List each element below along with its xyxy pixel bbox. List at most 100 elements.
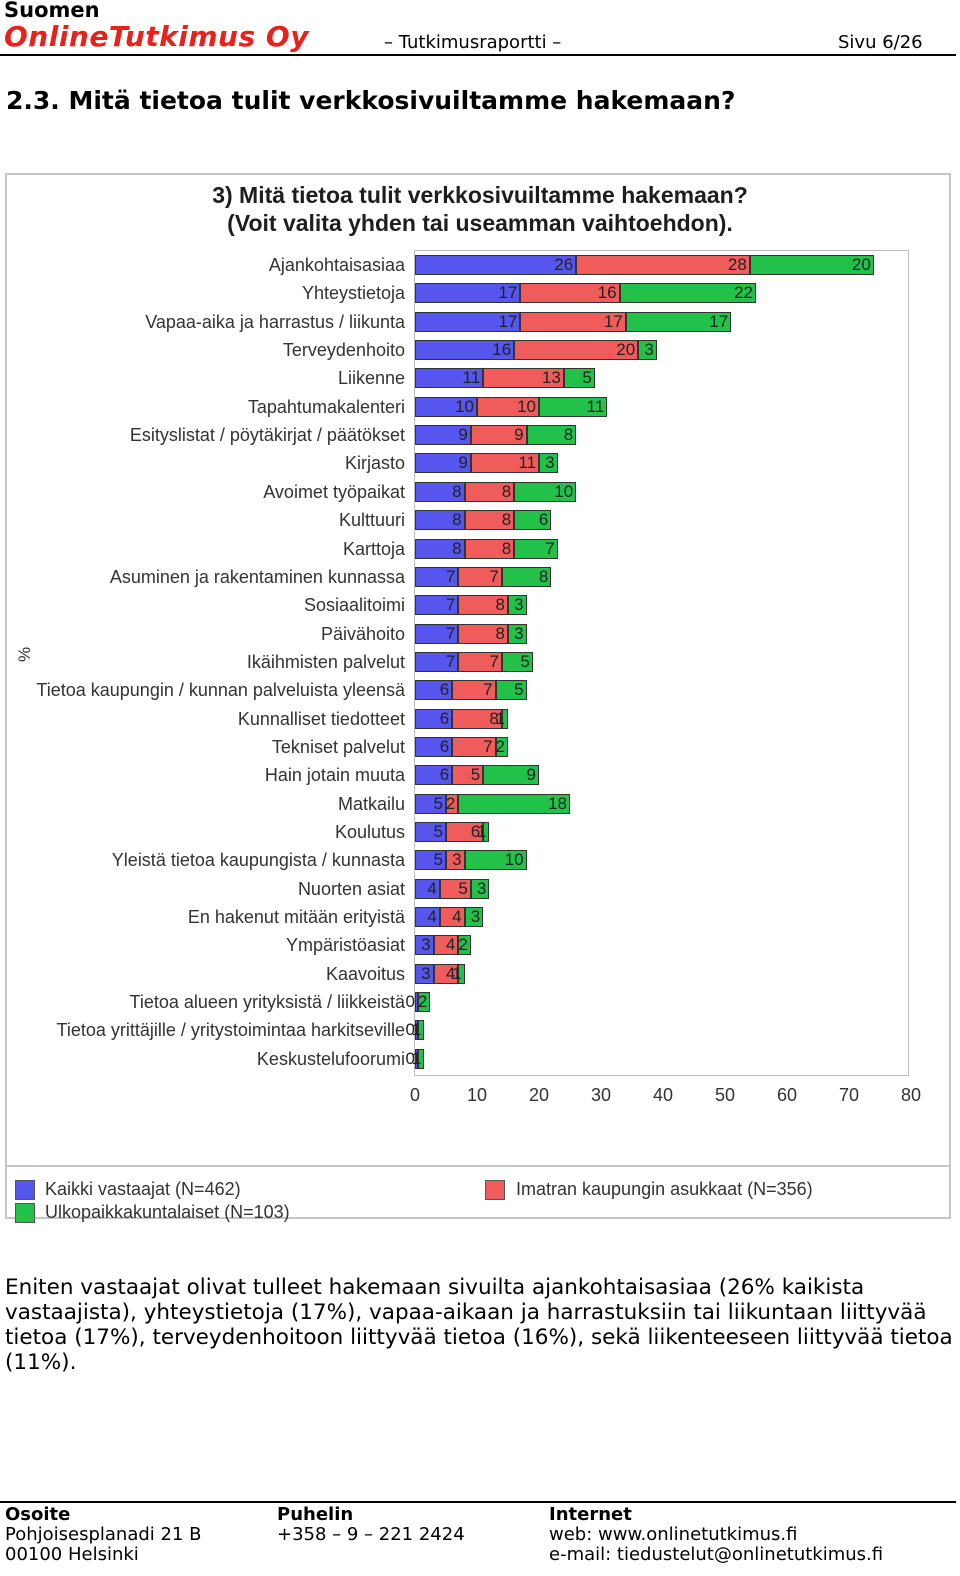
bar-imatra — [464, 538, 515, 559]
bar-imatra — [458, 623, 508, 644]
bar-other — [501, 566, 552, 587]
bar-all — [415, 566, 459, 587]
bar-all — [415, 595, 459, 616]
bar-all — [415, 963, 434, 984]
bar-imatra — [458, 566, 502, 587]
bar-all — [415, 935, 434, 956]
bar-value-label: 5 — [470, 765, 481, 785]
bar-value-label: 2 — [458, 935, 468, 955]
summary-paragraph: Eniten vastaajat olivat tulleet hakemaan… — [5, 1275, 953, 1375]
bar-value-label: 2 — [417, 992, 428, 1012]
bar-other — [508, 623, 527, 644]
bar-value-label: 1 — [411, 1048, 422, 1068]
bar-imatra — [464, 481, 515, 502]
bar-other — [619, 283, 756, 304]
bar-all — [415, 481, 465, 502]
bar-value-label: 2 — [445, 793, 456, 813]
category-label: Avoimet työpaikat — [263, 481, 405, 502]
bar-all — [415, 680, 453, 701]
footer-address-city: 00100 Helsinki — [5, 1544, 139, 1565]
bar-imatra — [470, 453, 539, 474]
bar-other — [495, 736, 508, 757]
category-label: Tietoa alueen yrityksistä / liikkeistä — [129, 992, 405, 1013]
footer-internet: Internet web: www.onlinetutkimus.fi e-ma… — [549, 1505, 883, 1565]
chart-figure: 3) Mitä tietoa tulit verkkosivuiltamme h… — [5, 173, 951, 1223]
bar-value-label: 7 — [545, 538, 555, 558]
bar-value-label: 7 — [445, 623, 456, 643]
plot-area — [414, 250, 909, 1076]
bar-all — [415, 255, 577, 275]
legend-swatch-imatra — [485, 1180, 505, 1200]
y-axis-unit-label: % — [15, 646, 34, 662]
category-label: Kaavoitus — [325, 963, 405, 984]
bar-value-label: 10 — [554, 481, 574, 501]
category-label: Kirjasto — [344, 453, 405, 474]
bar-other — [508, 595, 527, 616]
bar-imatra — [452, 736, 496, 757]
bar-value-label: 7 — [445, 595, 456, 615]
chart-legend: Kaikki vastaajat (N=462) Imatran kaupung… — [7, 1165, 949, 1223]
footer-web-link[interactable]: web: www.onlinetutkimus.fi — [549, 1524, 798, 1545]
bar-other — [418, 1020, 425, 1041]
bar-all — [415, 793, 446, 814]
bar-value-label: 4 — [445, 935, 456, 955]
bar-value-label: 10 — [455, 396, 474, 416]
bar-all — [415, 453, 471, 474]
category-label: Matkailu — [337, 793, 405, 814]
bar-value-label: 3 — [644, 340, 654, 360]
bar-value-label: 8 — [563, 425, 574, 445]
bar-other — [470, 878, 490, 899]
bar-value-label: 3 — [514, 623, 524, 643]
bar-other — [514, 510, 552, 531]
footer-email-link[interactable]: e-mail: tiedustelut@onlinetutkimus.fi — [549, 1544, 884, 1565]
category-label: En hakenut mitään erityistä — [187, 907, 405, 928]
bar-other — [563, 368, 595, 389]
bar-value-label: 8 — [501, 538, 512, 558]
bar-all — [415, 708, 453, 729]
bar-value-label: 18 — [548, 793, 567, 813]
category-label: Ympäristöasiat — [285, 935, 405, 956]
bar-value-label: 4 — [445, 963, 456, 983]
bar-value-label: 22 — [734, 283, 753, 303]
bar-other — [418, 992, 431, 1013]
category-label: Sosiaalitoimi — [303, 595, 405, 616]
bar-imatra — [464, 510, 515, 531]
bar-all — [415, 651, 459, 672]
category-label: Tapahtumakalenteri — [247, 396, 405, 417]
x-tick-label: 40 — [652, 1085, 674, 1105]
category-label: Tietoa yrittäjille / yritystoimintaa har… — [56, 1020, 405, 1041]
bar-other — [638, 340, 657, 361]
bar-other — [625, 311, 732, 332]
bar-other — [458, 793, 570, 814]
bar-imatra — [520, 283, 620, 304]
bar-imatra — [433, 963, 459, 984]
bar-imatra — [470, 425, 527, 446]
bar-all — [415, 538, 465, 559]
bar-imatra — [477, 396, 539, 417]
bar-other — [526, 425, 577, 446]
category-label: Liikenne — [337, 368, 405, 389]
report-label: – Tutkimusraportti – — [384, 32, 562, 53]
bar-value-label: 8 — [495, 623, 505, 643]
bar-value-label: 6 — [439, 708, 450, 728]
bar-value-label: 1 — [411, 1020, 422, 1040]
bar-all — [415, 736, 453, 757]
bar-value-label: 7 — [445, 651, 456, 671]
bar-all — [415, 878, 440, 899]
category-label: Hain jotain muuta — [264, 765, 405, 786]
bar-value-label: 20 — [616, 340, 636, 360]
bar-imatra — [452, 680, 496, 701]
category-label: Tekniset palvelut — [271, 736, 405, 757]
bar-other — [483, 822, 490, 842]
category-label: Yhteystietoja — [301, 283, 405, 304]
category-label: Keskustelufoorumi — [256, 1048, 405, 1069]
footer-phone: Puhelin +358 – 9 – 221 2424 — [277, 1505, 465, 1545]
bar-imatra — [514, 340, 639, 361]
bar-other — [464, 850, 527, 871]
bar-value-label: 20 — [851, 255, 871, 274]
category-label: Ikäihmisten palvelut — [246, 651, 405, 672]
bar-value-label: 5 — [582, 368, 592, 388]
bar-all — [415, 425, 471, 446]
bar-imatra — [446, 822, 484, 842]
bar-value-label: 2 — [495, 736, 505, 756]
